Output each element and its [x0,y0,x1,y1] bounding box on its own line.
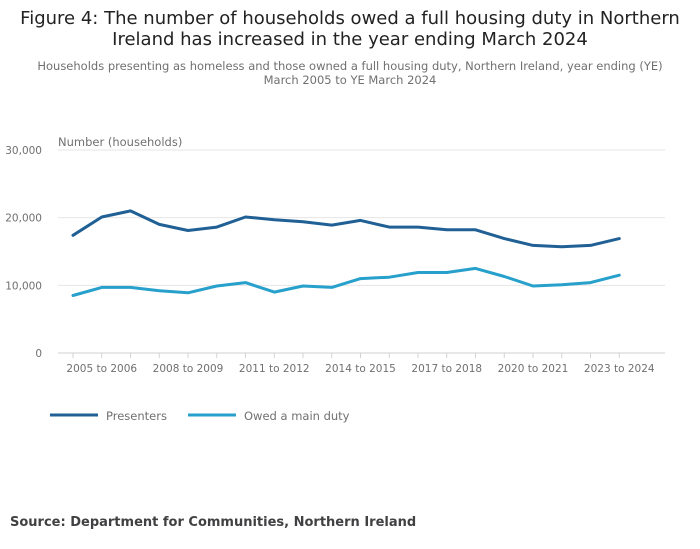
x-tick-label: 2020 to 2021 [498,363,569,375]
source-note: Source: Department for Communities, Nort… [10,515,416,530]
x-axis: 2005 to 2006 2008 to 2009 2011 to 2012 2014… [58,352,665,375]
x-tick-label: 2017 to 2018 [411,363,482,375]
x-tick-label: 2005 to 2006 [66,363,137,375]
chart-subtitle-line-1: Households presenting as homeless and th… [37,59,662,73]
legend-label: Presenters [106,409,167,423]
legend: Presenters Owed a main duty [50,409,350,423]
series-line-presenters [71,209,621,249]
legend-label: Owed a main duty [244,409,350,423]
x-tick-label: 2011 to 2012 [239,363,310,375]
x-tick-label: 2014 to 2015 [325,363,396,375]
series-lines [71,209,621,297]
y-tick-label: 10,000 [5,280,42,292]
chart-title-line-2: Ireland has increased in the year ending… [112,29,588,50]
chart-subtitle-line-2: March 2005 to YE March 2024 [264,73,437,87]
y-tick-label: 0 [35,348,42,360]
x-tick-label: 2008 to 2009 [153,363,224,375]
y-axis-label: Number (households) [58,135,182,149]
y-tick-label: 30,000 [5,145,42,157]
grid-lines [58,149,665,286]
y-axis: 0 10,000 20,000 30,000 [5,145,42,360]
x-tick-label: 2023 to 2024 [584,363,655,375]
y-tick-label: 20,000 [5,213,42,225]
series-line-owed-a-main-duty [71,266,621,297]
chart-title-line-1: Figure 4: The number of households owed … [20,8,680,29]
